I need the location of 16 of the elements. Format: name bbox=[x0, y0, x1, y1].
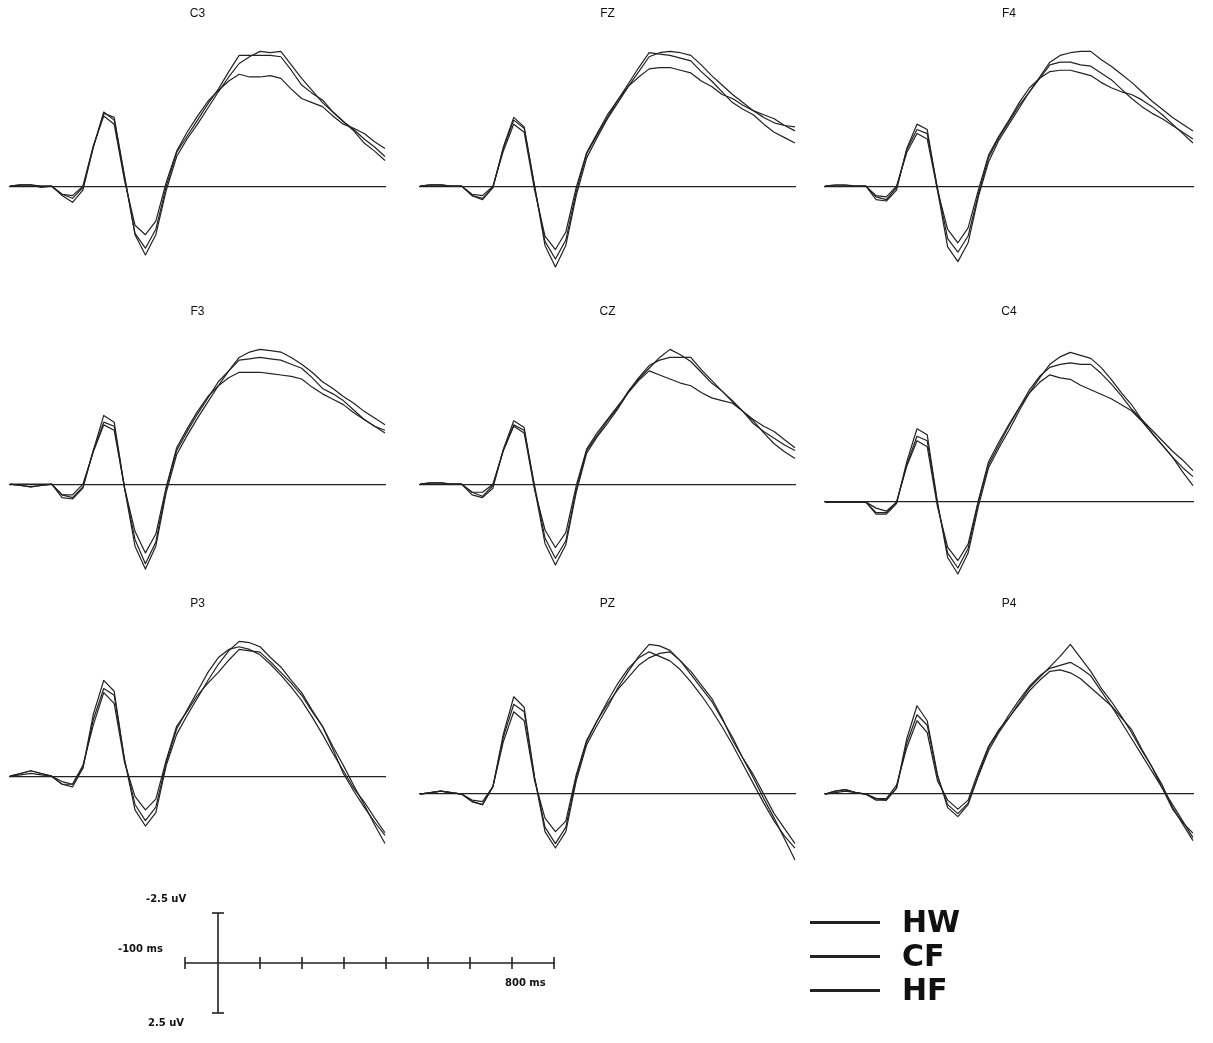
chart-title: P4 bbox=[1001, 595, 1017, 610]
chart-title: F4 bbox=[1001, 5, 1017, 20]
chart-title: C3 bbox=[189, 5, 206, 20]
text: 800 ms bbox=[505, 977, 546, 988]
chart-title: CZ bbox=[599, 303, 616, 318]
chart-title: PZ bbox=[599, 595, 616, 610]
chart-title: C4 bbox=[1001, 303, 1017, 318]
chart-title: P3 bbox=[190, 595, 206, 610]
text: -2.5 uV bbox=[146, 893, 187, 904]
legend-label: HW bbox=[902, 904, 961, 939]
chart-title: F3 bbox=[190, 303, 205, 318]
text: -100 ms bbox=[118, 943, 163, 954]
text: 2.5 uV bbox=[148, 1017, 185, 1028]
legend-label: HF bbox=[902, 972, 948, 1007]
legend-label: CF bbox=[902, 938, 945, 973]
chart-title: FZ bbox=[600, 5, 615, 20]
